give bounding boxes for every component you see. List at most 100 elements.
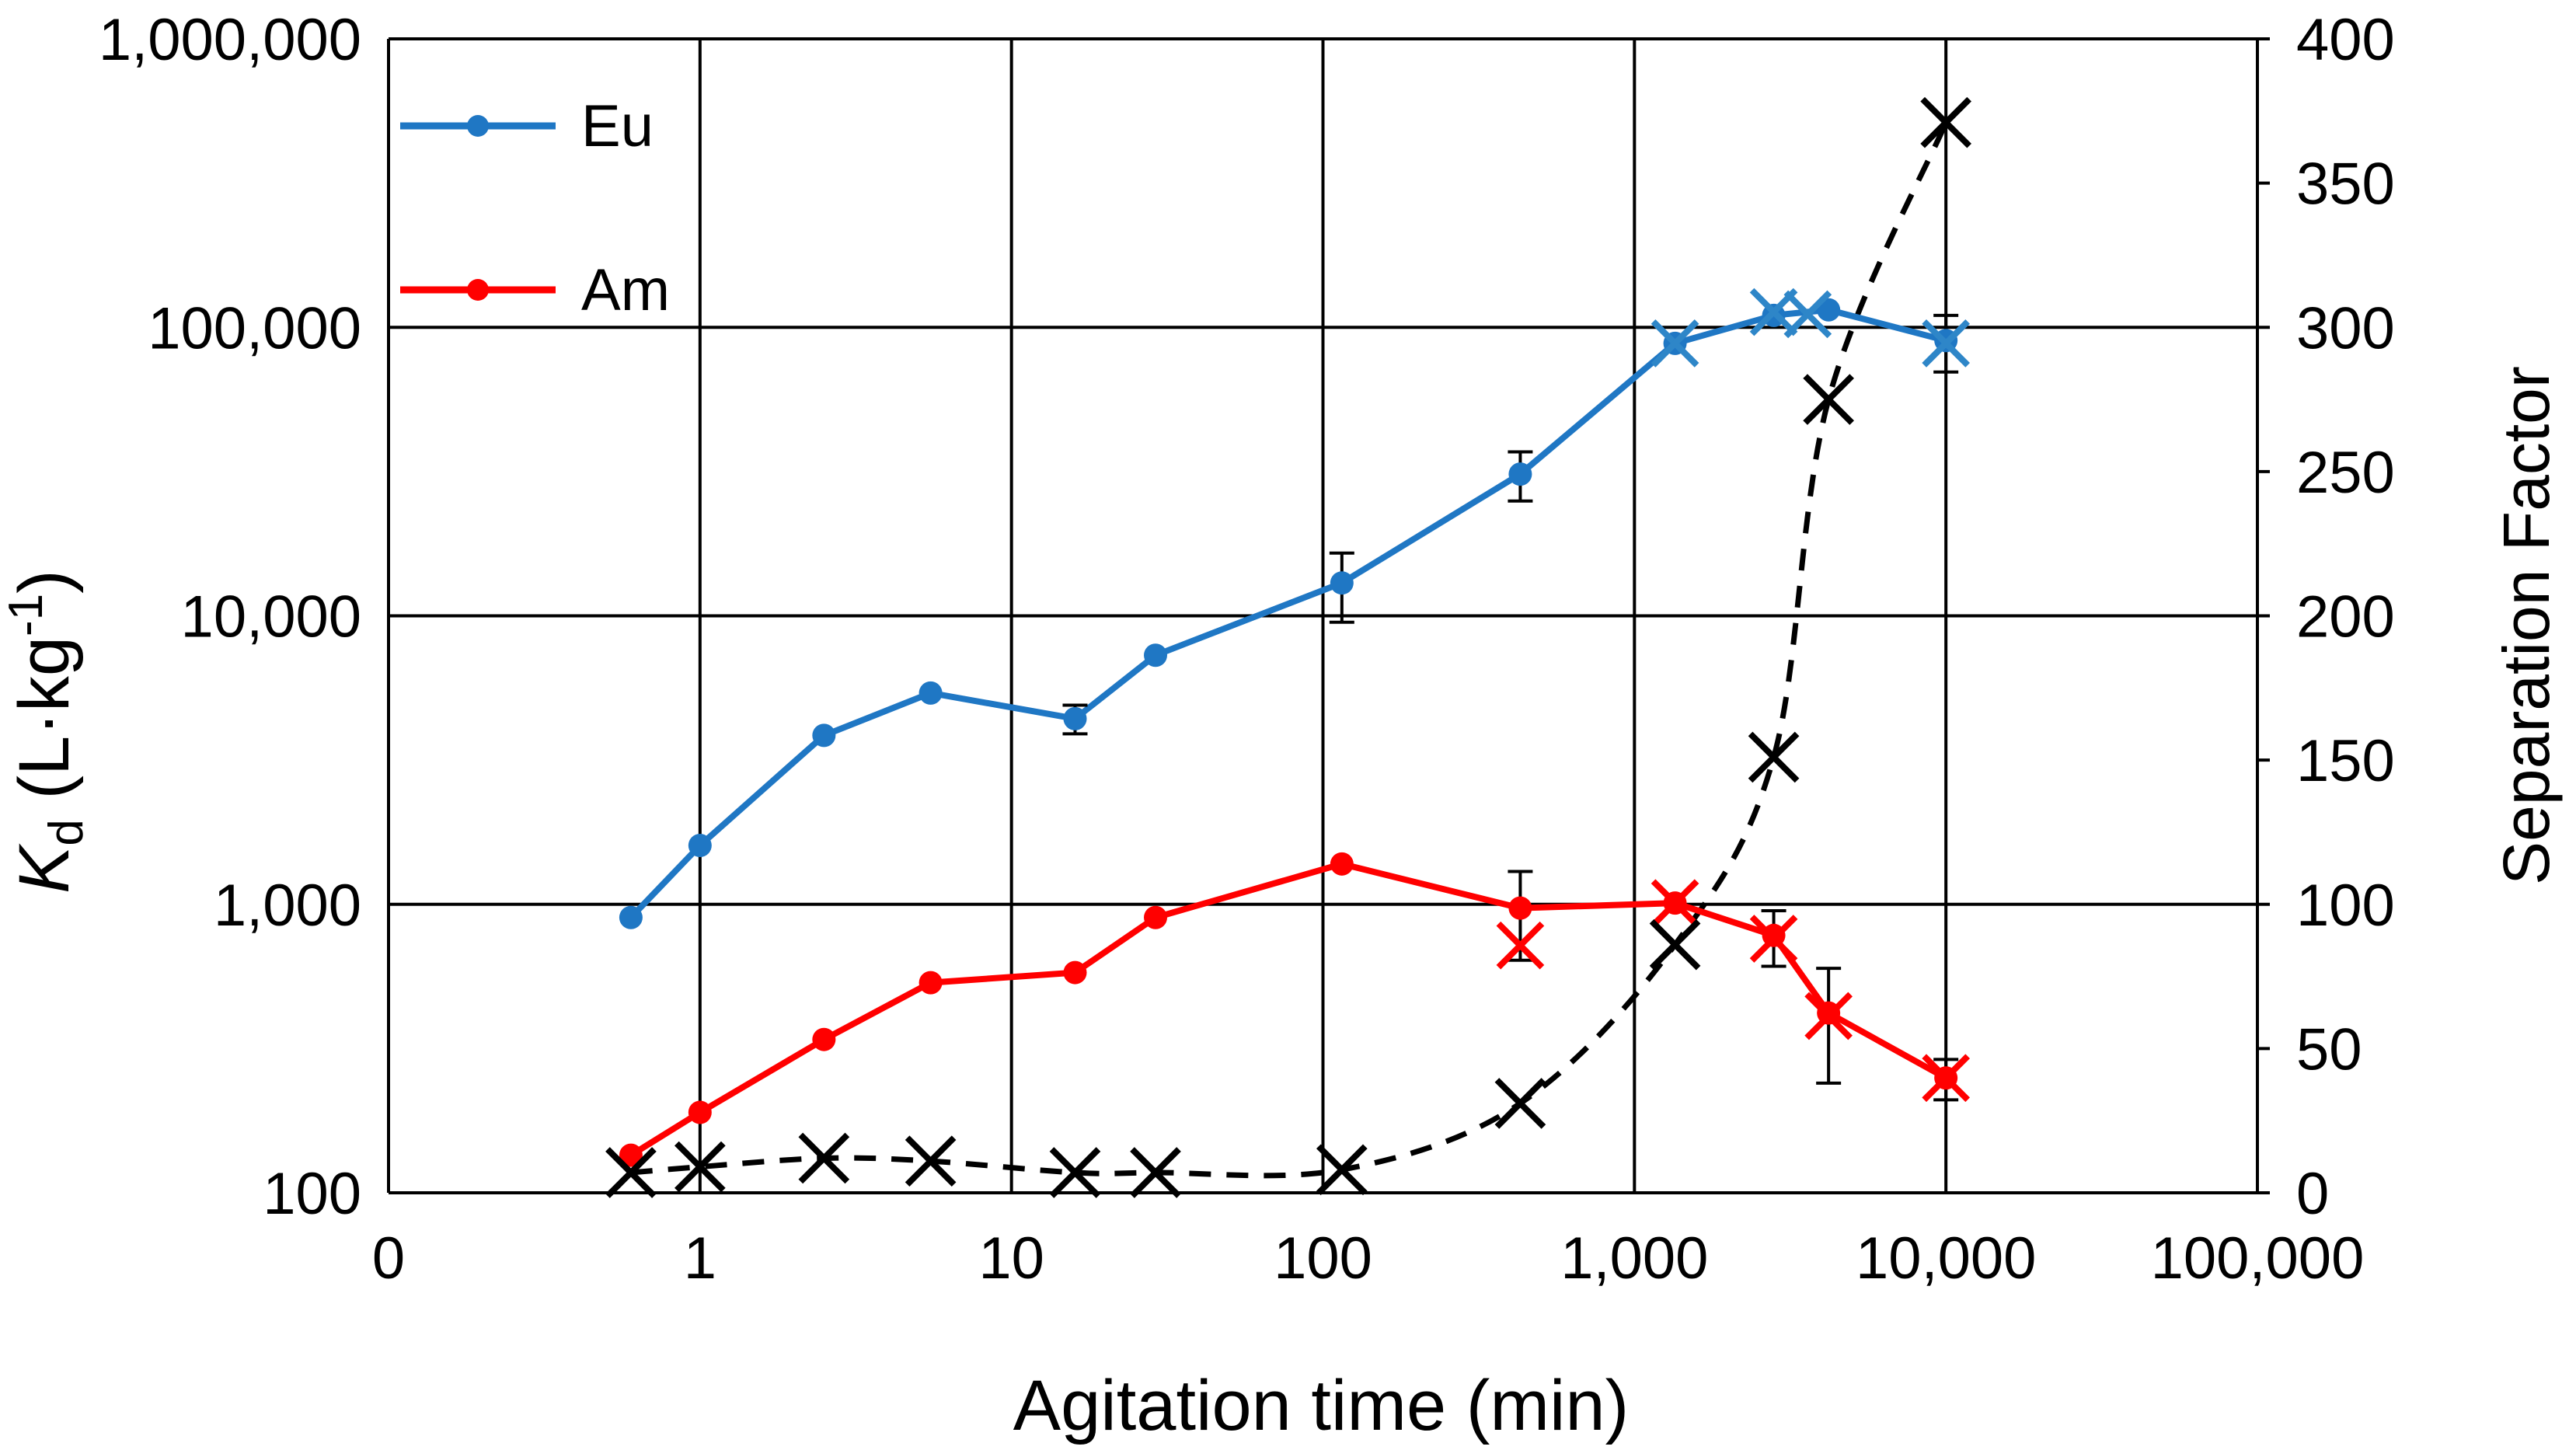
y-right-tick-label: 50	[2296, 1016, 2362, 1082]
plot-area	[605, 96, 1971, 1198]
am-point	[1063, 960, 1087, 985]
separation-factor-marker-stroke	[905, 1135, 957, 1187]
legend-marker-am	[467, 279, 489, 301]
eu-series-line	[629, 306, 1947, 920]
y-left-tick-label: 1,000,000	[99, 7, 361, 73]
am-point	[619, 1143, 643, 1167]
legend-label-am: Am	[581, 257, 670, 323]
am-cross-marker-stroke	[1922, 1054, 1970, 1103]
y-left-tick-label: 1,000	[214, 873, 361, 939]
tick-labels: 0 1 10 100 1,000 10,000 100,000 100 1,000 10,000 1…	[99, 7, 2395, 1291]
separation-factor-marker	[675, 1141, 726, 1193]
am-cross-marker-stroke	[1496, 921, 1545, 970]
separation-factor-line	[630, 121, 1949, 1179]
legend-marker-eu	[467, 115, 489, 137]
eu-cross-marker-stroke	[1922, 319, 1970, 368]
eu-point	[619, 905, 643, 929]
eu-point	[1330, 571, 1354, 595]
separation-factor-marker-stroke	[1920, 96, 1971, 148]
separation-factor-marker-stroke	[1316, 1144, 1368, 1196]
separation-factor-marker	[1494, 1078, 1546, 1129]
eu-cross-marker-stroke	[1651, 319, 1699, 368]
separation-factor-marker	[1316, 1144, 1368, 1196]
am-cross-marker	[1749, 915, 1798, 963]
y-right-tick-label: 200	[2296, 584, 2395, 650]
separation-factor-marker	[1130, 1147, 1181, 1198]
am-cross-marker-stroke	[1651, 879, 1699, 927]
y-right-tick-label: 300	[2296, 295, 2395, 361]
y-right-tick-label: 100	[2296, 873, 2395, 939]
x-axis-title: Agitation time (min)	[1013, 1366, 1629, 1445]
separation-factor-marker	[1748, 731, 1800, 783]
y-axis-left-symbol: K	[5, 843, 84, 894]
y-right-tick-label: 250	[2296, 440, 2395, 506]
separation-factor-marker	[605, 1147, 657, 1198]
y-axis-left-units: (L·kg	[5, 636, 84, 819]
eu-point	[812, 723, 836, 748]
separation-factor-marker-stroke	[798, 1132, 850, 1184]
x-tick-label: 100,000	[2151, 1225, 2365, 1291]
am-cross-marker-stroke	[1749, 915, 1798, 963]
x-tick-label: 1	[684, 1225, 716, 1291]
am-cross-marker	[1496, 921, 1545, 970]
am-point	[688, 1100, 712, 1124]
separation-factor-marker-stroke	[675, 1141, 726, 1193]
separation-factor-marker	[905, 1135, 957, 1187]
eu-cross-marker-stroke	[1783, 290, 1832, 339]
separation-factor-marker-stroke	[1649, 918, 1701, 971]
grid	[389, 37, 2257, 1193]
legend: Eu Am	[400, 93, 670, 323]
am-point	[1330, 852, 1354, 876]
am-series-line	[629, 860, 1948, 1159]
am-error-bar	[1816, 967, 1842, 1085]
y-right-tick-label: 0	[2296, 1161, 2329, 1227]
legend-label-eu: Eu	[581, 93, 654, 159]
am-cross-marker	[1922, 1054, 1970, 1103]
eu-point	[1508, 462, 1532, 486]
separation-factor-marker	[798, 1132, 850, 1184]
x-tick-label: 100	[1274, 1225, 1372, 1291]
eu-point	[688, 833, 712, 857]
separation-factor-marker-stroke	[1494, 1078, 1546, 1129]
y-axis-right-title: Separation Factor	[2490, 366, 2563, 885]
am-cross-marker	[1804, 992, 1853, 1040]
am-cross-marker	[1651, 879, 1699, 927]
separation-factor-marker	[1920, 96, 1971, 148]
y-axis-left-title: Kd (L·kg-1)	[0, 570, 93, 894]
y-axis-left-units-sup: -1	[0, 594, 53, 636]
separation-factor-marker-stroke	[1130, 1147, 1181, 1198]
x-tick-label: 0	[372, 1225, 405, 1291]
y-left-tick-label: 10,000	[181, 584, 361, 650]
x-tick-label: 10,000	[1856, 1225, 2036, 1291]
y-right-tick-label: 150	[2296, 728, 2395, 794]
eu-point	[1817, 298, 1841, 322]
am-point	[1144, 905, 1168, 929]
separation-factor-marker	[1049, 1147, 1101, 1198]
separation-factor-marker-stroke	[1803, 374, 1854, 425]
am-point	[1508, 896, 1532, 920]
x-tick-label: 1,000	[1560, 1225, 1708, 1291]
eu-point	[919, 681, 943, 705]
y-right-tick-label: 400	[2296, 7, 2395, 73]
legend-item-eu: Eu	[400, 93, 654, 159]
separation-factor-marker-stroke	[605, 1147, 657, 1198]
am-cross-marker-stroke	[1804, 992, 1853, 1040]
eu-point	[1144, 643, 1168, 667]
y-right-tick-label: 350	[2296, 152, 2395, 218]
y-left-tick-label: 100,000	[148, 295, 361, 361]
x-tick-label: 10	[978, 1225, 1044, 1291]
separation-factor-marker-stroke	[1049, 1147, 1101, 1198]
separation-factor-marker-stroke	[1748, 731, 1800, 783]
y-axis-left-subscript: d	[40, 819, 93, 845]
y-axis-left-units-close: )	[5, 570, 84, 594]
eu-point	[1063, 706, 1087, 730]
am-point	[919, 971, 943, 995]
eu-cross-marker	[1783, 290, 1832, 339]
legend-item-am: Am	[400, 257, 670, 323]
separation-factor-marker	[1803, 374, 1854, 425]
eu-cross-marker	[1651, 319, 1699, 368]
y-left-tick-label: 100	[263, 1161, 361, 1227]
eu-cross-marker	[1922, 319, 1970, 368]
separation-factor-marker	[1649, 918, 1701, 971]
